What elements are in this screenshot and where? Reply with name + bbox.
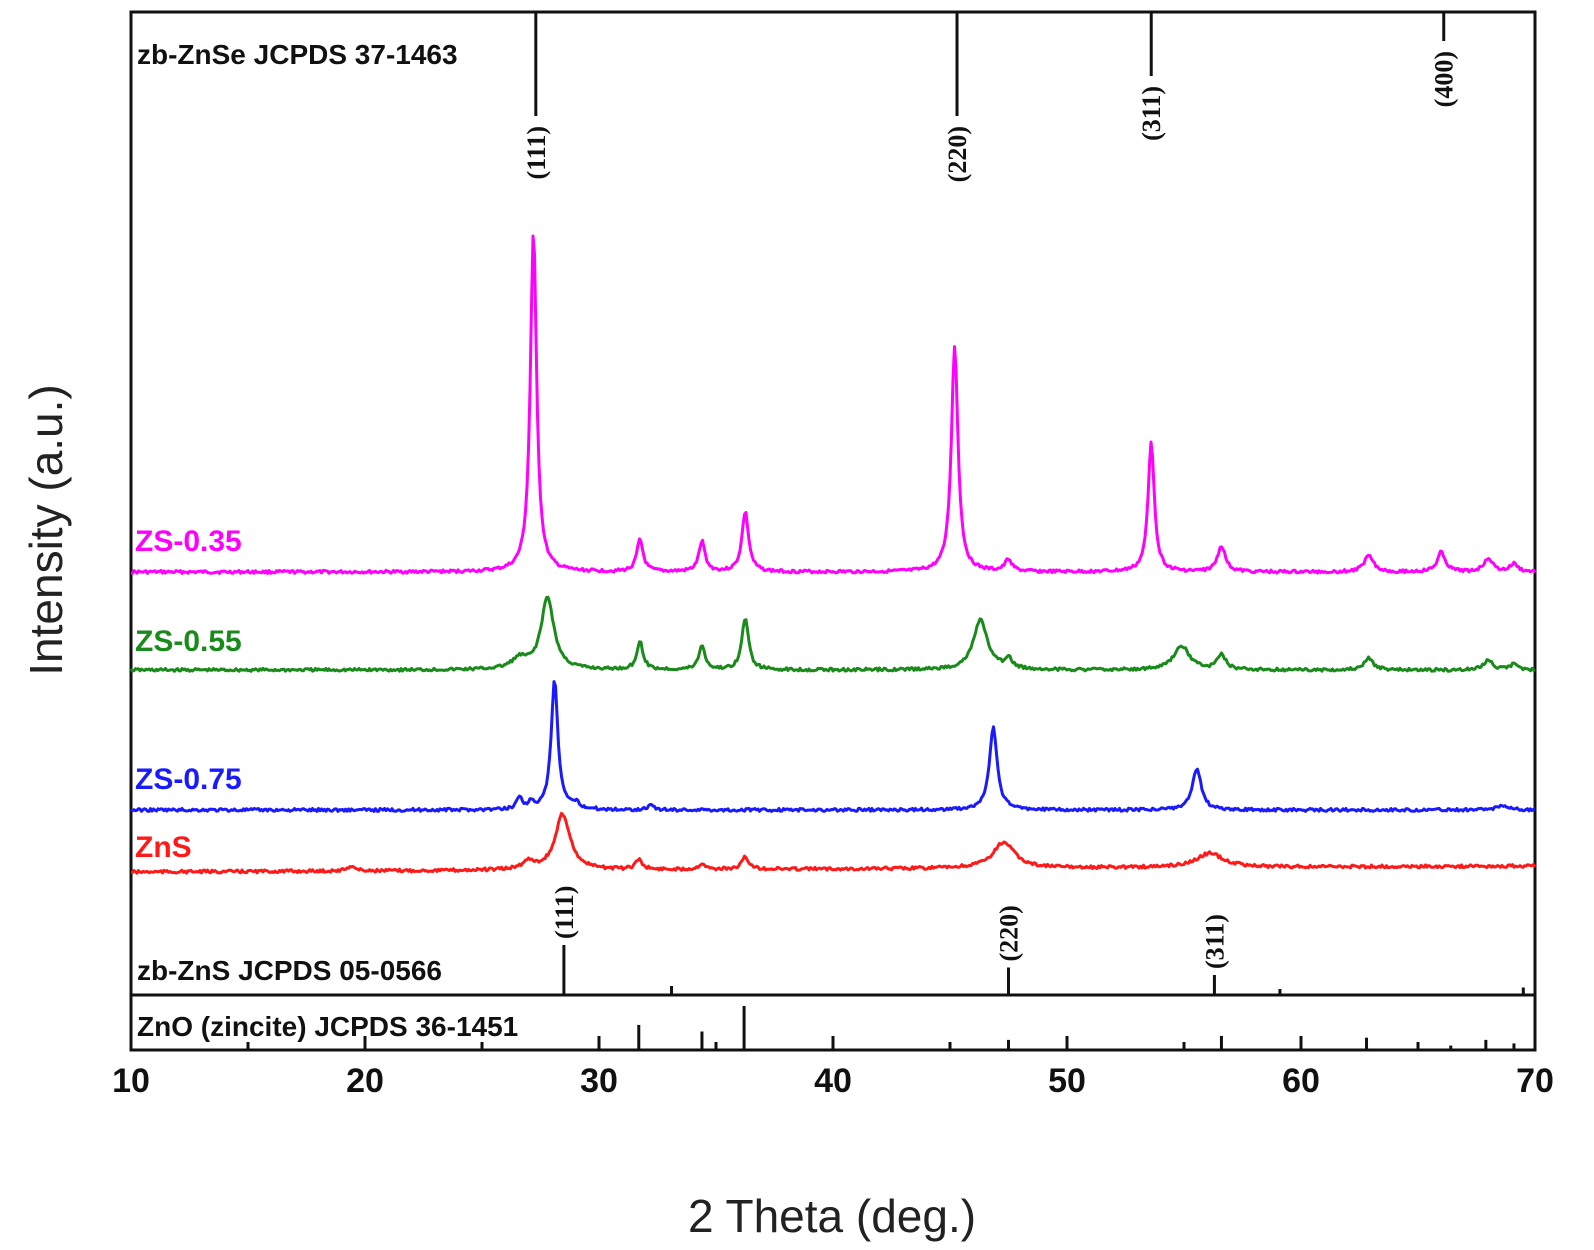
- series-line-zs-0-55: [129, 595, 1536, 673]
- plot-frame: [129, 10, 1537, 1052]
- series-line-zs-0-35: [130, 234, 1537, 575]
- x-tick-label: 40: [814, 1062, 852, 1100]
- znse-reference-label: zb-ZnSe JCPDS 37-1463: [137, 39, 458, 70]
- znse-miller-index-label: (400): [1430, 51, 1459, 107]
- reference-patterns: zb-ZnSe JCPDS 37-1463 (111) (220) (311) (400…: [137, 12, 1525, 1050]
- znse-miller-index-label: (220): [943, 126, 972, 182]
- series-line-zns: [130, 811, 1537, 875]
- zno-reference-label: ZnO (zincite) JCPDS 36-1451: [137, 1011, 518, 1042]
- zns-miller-index-label: (220): [995, 905, 1024, 961]
- x-tick-label: 10: [112, 1062, 150, 1100]
- zns-reference-label: zb-ZnS JCPDS 05-0566: [137, 955, 442, 986]
- series-label: ZS-0.75: [135, 763, 242, 796]
- zns-miller-index-label: (311): [1200, 914, 1229, 969]
- x-tick-label: 30: [580, 1062, 618, 1100]
- plot-border: [129, 10, 1537, 1052]
- series-label: ZS-0.55: [135, 625, 242, 658]
- znse-miller-index-label: (111): [522, 126, 551, 179]
- znse-miller-index-label: (311): [1137, 86, 1166, 141]
- series-label: ZnS: [135, 831, 192, 864]
- diffraction-series: ZS-0.35 ZS-0.55 ZS-0.75 ZnS: [129, 234, 1537, 875]
- x-tick-label: 60: [1282, 1062, 1320, 1100]
- y-axis-title: Intensity (a.u.): [20, 384, 72, 675]
- series-line-zs-0-75: [130, 680, 1536, 813]
- x-axis-title: 2 Theta (deg.): [688, 1190, 976, 1242]
- x-tick-label: 70: [1516, 1062, 1554, 1100]
- series-label: ZS-0.35: [135, 525, 242, 558]
- x-tick-label: 20: [346, 1062, 384, 1100]
- zns-miller-index-label: (111): [550, 886, 579, 939]
- x-axis: 10 20 30 40 50 60 70: [112, 1036, 1554, 1100]
- x-tick-label: 50: [1048, 1062, 1086, 1100]
